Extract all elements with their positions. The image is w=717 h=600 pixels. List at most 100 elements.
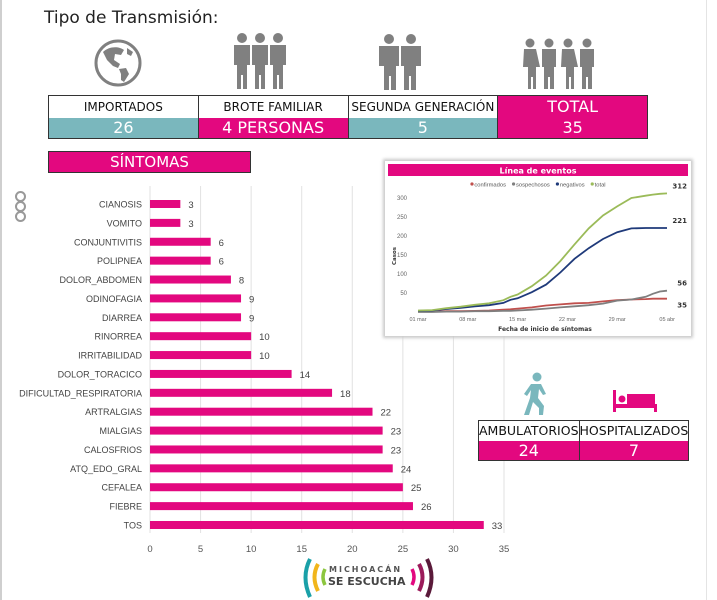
category-label: POLIPNEA	[97, 256, 142, 266]
data-label: 8	[239, 276, 244, 287]
data-label: 3	[188, 200, 193, 211]
legend: confirmados sospechosos negativos total	[470, 182, 606, 189]
options-icon[interactable]	[15, 191, 26, 222]
y-tick-label: 100	[397, 272, 408, 278]
bar	[150, 407, 373, 416]
data-label: 6	[219, 257, 224, 268]
events-line-chart-panel: Línea de eventos confirmados sospechosos ne…	[385, 161, 691, 336]
two-people-icon	[379, 34, 421, 90]
logo-text-michoacan: MICHOACÁN	[329, 565, 403, 574]
total-label: TOTAL	[498, 96, 647, 118]
hospitalizados-cell: HOSPITALIZADOS 7	[579, 421, 689, 460]
bar	[150, 426, 383, 435]
legend-marker	[555, 182, 560, 186]
importados-label: IMPORTADOS	[49, 96, 198, 118]
x-tick-label: 5	[198, 544, 203, 555]
bar	[150, 502, 413, 511]
legend-marker	[511, 182, 516, 186]
end-label-confirmados: 35	[677, 302, 687, 310]
x-tick-label: 15	[296, 544, 307, 555]
bar	[150, 256, 211, 265]
symptoms-bar-chart: 0 5 10 15 20 25 30 35 CIANOSIS 3 VOMITO 3 CONJUNTIVI…	[19, 186, 509, 555]
hospitalizados-label: HOSPITALIZADOS	[579, 421, 689, 441]
data-label: 22	[381, 408, 392, 419]
legend-marker	[590, 182, 594, 186]
data-label: 23	[391, 445, 402, 456]
y-tick-label: 250	[397, 215, 408, 221]
michoacan-se-escucha-logo: MICHOACÁN SE ESCUCHA	[300, 555, 440, 600]
x-tick-label: 25	[398, 544, 409, 555]
category-label: DIARREA	[102, 313, 142, 323]
brote-familiar-cell: BROTE FAMILIAR 4 PERSONAS	[198, 96, 349, 138]
x-tick-label: 01 mar	[409, 317, 426, 323]
y-axis-label: Casos	[392, 246, 398, 265]
category-label: RINORREA	[94, 332, 142, 342]
bar	[150, 388, 333, 397]
data-label: 24	[401, 464, 412, 475]
x-tick-label: 29 mar	[609, 317, 626, 323]
brote-familiar-label: BROTE FAMILIAR	[198, 96, 348, 118]
data-label: 23	[391, 427, 402, 438]
importados-value: 26	[49, 118, 198, 138]
category-label: DIFICULTAD_RESPIRATORIA	[19, 388, 142, 398]
legend-marker	[470, 182, 474, 186]
data-label: 6	[219, 238, 224, 249]
data-label: 9	[249, 294, 254, 305]
x-tick-label: 05 abr	[659, 317, 675, 323]
category-label: CEFALEA	[101, 483, 142, 493]
category-label: CIANOSIS	[99, 200, 142, 210]
care-table: AMBULATORIOS 24 HOSPITALIZADOS 7	[478, 420, 689, 461]
total-cell: TOTAL 35	[498, 96, 647, 138]
bar	[150, 332, 252, 341]
bar	[150, 369, 292, 378]
symptoms-header: SÍNTOMAS	[48, 151, 251, 173]
category-label: CALOSFRIOS	[84, 445, 142, 455]
bar	[150, 294, 242, 303]
bar	[150, 483, 403, 492]
sound-waves-icon	[303, 558, 434, 598]
y-tick-label: 300	[397, 196, 408, 202]
bar	[150, 313, 242, 322]
ambulatorios-cell: AMBULATORIOS 24	[479, 421, 580, 460]
data-label: 9	[249, 313, 254, 324]
series-line-negativos	[417, 227, 667, 312]
legend-label: negativos	[560, 183, 585, 189]
page-title: Tipo de Transmisión:	[44, 8, 219, 28]
data-label: 3	[188, 219, 193, 230]
bar	[150, 218, 181, 227]
brote-familiar-value: 4 PERSONAS	[198, 118, 348, 138]
bar	[150, 445, 383, 454]
ambulatorios-value: 24	[479, 441, 579, 460]
chart-title: Línea de eventos	[500, 167, 577, 176]
data-label: 10	[259, 351, 270, 362]
legend-label: total	[595, 183, 606, 189]
legend-label: confirmados	[474, 183, 506, 189]
bar	[150, 275, 231, 284]
x-tick-label: 22 mar	[559, 317, 576, 323]
family-group-icon	[234, 33, 286, 89]
end-label-negativos: 221	[672, 217, 687, 225]
segunda-generacion-value: 5	[348, 118, 498, 138]
ambulatorios-label: AMBULATORIOS	[479, 421, 579, 441]
events-line-chart: Línea de eventos confirmados sospechosos ne…	[388, 164, 688, 333]
y-tick-label: 150	[397, 253, 408, 259]
x-axis-label: Fecha de inicio de síntomas	[498, 326, 592, 333]
end-label-total: 312	[672, 182, 687, 190]
category-label: VOMITO	[107, 218, 142, 228]
x-tick-label: 0	[147, 544, 152, 555]
data-label: 33	[492, 521, 503, 532]
category-label: TOS	[124, 521, 142, 531]
logo-text-se-escucha: SE ESCUCHA	[328, 575, 406, 588]
category-label: CONJUNTIVITIS	[74, 237, 142, 247]
data-label: 10	[259, 332, 270, 343]
hospital-bed-icon	[613, 390, 657, 412]
series-line-total	[417, 192, 668, 312]
category-label: DOLOR_ABDOMEN	[59, 275, 142, 285]
y-tick-label: 50	[400, 291, 407, 297]
category-label: IRRITABILIDAD	[78, 351, 142, 361]
segunda-generacion-cell: SEGUNDA GENERACIÓN 5	[348, 96, 499, 138]
page-border-right	[706, 0, 707, 600]
bar	[150, 464, 393, 473]
page-border-left	[0, 0, 2, 600]
walking-person-icon	[524, 372, 546, 415]
